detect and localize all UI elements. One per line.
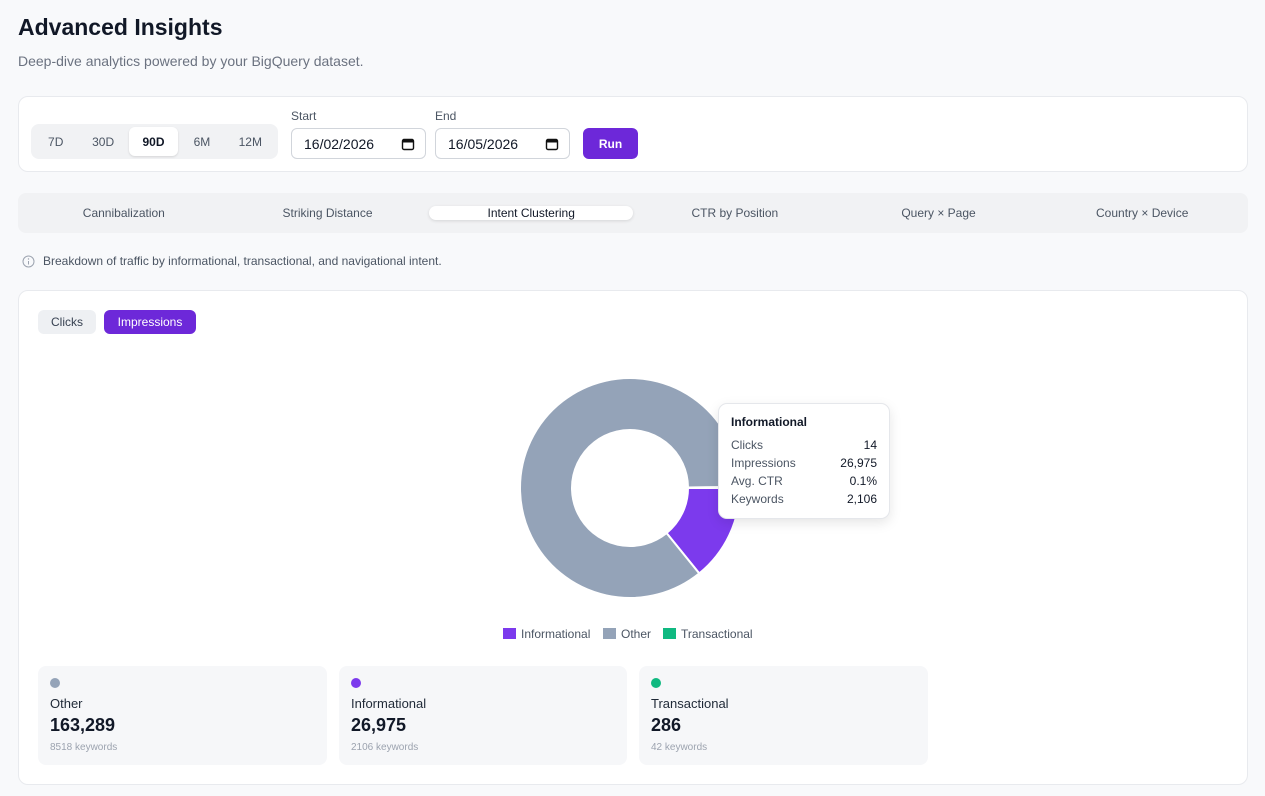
calendar-icon <box>545 138 559 150</box>
metric-button[interactable]: Clicks <box>38 310 96 334</box>
end-date-input[interactable]: 16/05/2026 <box>435 128 570 159</box>
run-button[interactable]: Run <box>583 128 638 159</box>
legend-label: Other <box>621 627 651 641</box>
tab[interactable]: CTR by Position <box>691 206 779 220</box>
tooltip-row: Clicks 14 <box>731 438 877 456</box>
summary-card: Other 163,289 8518 keywords <box>38 666 327 765</box>
tab-bar: Cannibalization Striking Distance Intent C… <box>18 193 1248 233</box>
card-keywords: 42 keywords <box>651 742 708 753</box>
tab[interactable]: Cannibalization <box>82 206 165 220</box>
tooltip-value: 0.1% <box>849 474 877 488</box>
info-icon <box>22 255 35 268</box>
start-label: Start <box>291 109 317 123</box>
range-button[interactable]: 6M <box>193 134 211 149</box>
start-date-input[interactable]: 16/02/2026 <box>291 128 426 159</box>
card-keywords: 8518 keywords <box>50 742 118 753</box>
info-text: Breakdown of traffic by informational, t… <box>43 254 442 268</box>
range-button[interactable]: 7D <box>48 134 64 149</box>
legend-label: Transactional <box>681 627 753 641</box>
end-label: End <box>435 109 457 123</box>
tooltip-title: Informational <box>731 415 808 429</box>
card-value: 26,975 <box>351 715 407 735</box>
page-subtitle: Deep-dive analytics powered by your BigQ… <box>18 53 364 69</box>
color-dot <box>351 678 361 688</box>
page-title: Advanced Insights <box>18 14 223 40</box>
legend-label: Informational <box>521 627 590 641</box>
summary-card: Transactional 286 42 keywords <box>639 666 928 765</box>
end-date: 16/05/2026 <box>448 135 519 152</box>
range-button[interactable]: 12M <box>238 134 262 149</box>
color-dot <box>651 678 661 688</box>
tooltip-row: Keywords 2,106 <box>731 492 877 510</box>
color-dot <box>50 678 60 688</box>
tab[interactable]: Intent Clustering <box>429 206 634 220</box>
tooltip-value: 14 <box>863 438 877 452</box>
legend-swatch <box>603 628 616 639</box>
summary-card: Informational 26,975 2106 keywords <box>339 666 627 765</box>
tooltip: Informational Clicks 14 Impressions 26,975 Av… <box>718 403 890 519</box>
tab[interactable]: Country × Device <box>1096 206 1189 220</box>
range-button[interactable]: 90D <box>128 127 179 156</box>
tab[interactable]: Query × Page <box>901 206 976 220</box>
tooltip-value: 2,106 <box>846 492 877 506</box>
tooltip-key: Keywords <box>731 492 784 506</box>
card-name: Informational <box>351 696 427 711</box>
card-keywords: 2106 keywords <box>351 742 419 753</box>
tooltip-row: Impressions 26,975 <box>731 456 877 474</box>
card-value: 286 <box>651 715 682 735</box>
tooltip-key: Clicks <box>731 438 763 452</box>
range-selector: 7D 30D 90D 6M 12M <box>31 124 278 159</box>
calendar-icon <box>401 138 415 150</box>
tooltip-row: Avg. CTR 0.1% <box>731 474 877 492</box>
legend-swatch <box>503 628 516 639</box>
metric-button[interactable]: Impressions <box>104 310 196 334</box>
card-value: 163,289 <box>50 715 116 735</box>
card-name: Transactional <box>651 696 729 711</box>
range-button[interactable]: 30D <box>92 134 115 149</box>
tooltip-key: Impressions <box>731 456 796 470</box>
tooltip-key: Avg. CTR <box>731 474 783 488</box>
tab[interactable]: Striking Distance <box>282 206 373 220</box>
legend-swatch <box>663 628 676 639</box>
tooltip-value: 26,975 <box>840 456 877 470</box>
card-name: Other <box>50 696 83 711</box>
start-date: 16/02/2026 <box>304 135 375 152</box>
